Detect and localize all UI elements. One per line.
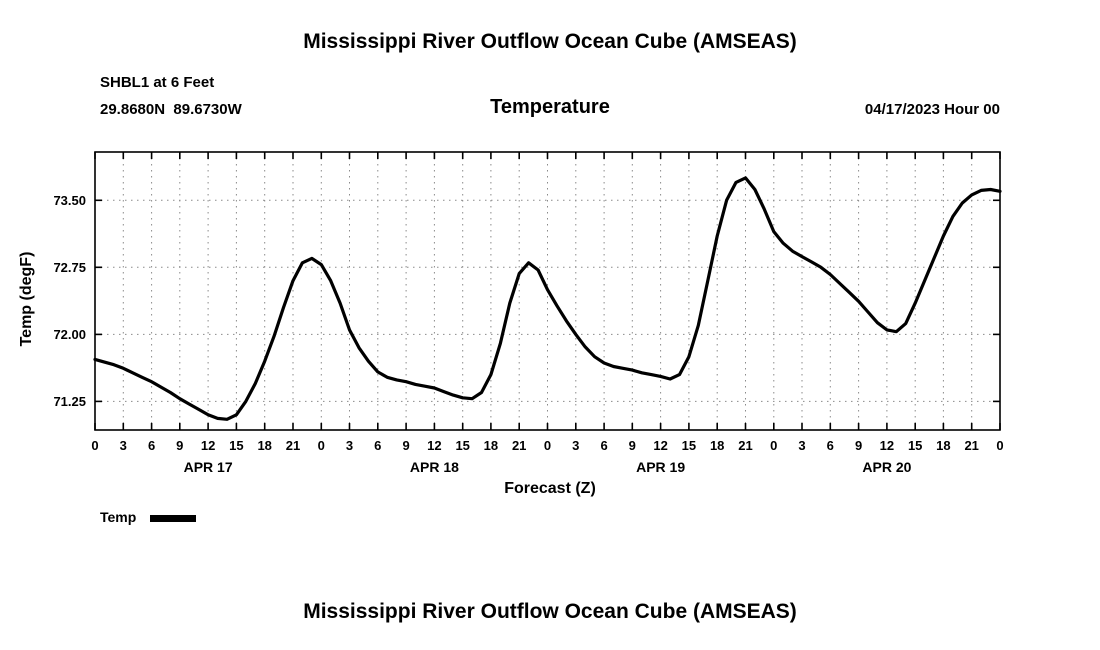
svg-text:9: 9 (402, 438, 409, 453)
x-axis-label: Forecast (Z) (504, 480, 596, 497)
svg-text:72.00: 72.00 (53, 327, 86, 342)
svg-text:12: 12 (427, 438, 441, 453)
svg-text:3: 3 (798, 438, 805, 453)
svg-text:21: 21 (286, 438, 300, 453)
legend: Temp (100, 509, 197, 525)
station-label: SHBL1 at 6 Feet (100, 74, 215, 91)
svg-text:15: 15 (455, 438, 469, 453)
svg-text:9: 9 (629, 438, 636, 453)
svg-text:6: 6 (374, 438, 381, 453)
svg-text:73.50: 73.50 (53, 193, 86, 208)
svg-text:18: 18 (710, 438, 724, 453)
svg-text:6: 6 (148, 438, 155, 453)
svg-text:3: 3 (346, 438, 353, 453)
svg-text:71.25: 71.25 (53, 394, 86, 409)
page-title: Mississippi River Outflow Ocean Cube (AM… (303, 30, 797, 53)
svg-text:12: 12 (653, 438, 667, 453)
svg-text:0: 0 (318, 438, 325, 453)
svg-text:3: 3 (120, 438, 127, 453)
legend-line-swatch (150, 514, 197, 522)
svg-text:0: 0 (91, 438, 98, 453)
svg-text:15: 15 (908, 438, 922, 453)
svg-text:21: 21 (738, 438, 752, 453)
svg-text:6: 6 (827, 438, 834, 453)
svg-text:21: 21 (512, 438, 526, 453)
svg-text:18: 18 (936, 438, 950, 453)
footer-title: Mississippi River Outflow Ocean Cube (AM… (303, 600, 797, 623)
svg-text:APR 19: APR 19 (636, 459, 685, 475)
svg-text:18: 18 (484, 438, 498, 453)
svg-text:0: 0 (770, 438, 777, 453)
svg-text:APR 18: APR 18 (410, 459, 459, 475)
svg-text:9: 9 (176, 438, 183, 453)
svg-text:15: 15 (229, 438, 243, 453)
coordinates-label: 29.8680N 89.6730W (100, 101, 242, 118)
svg-text:12: 12 (201, 438, 215, 453)
svg-text:0: 0 (544, 438, 551, 453)
svg-text:9: 9 (855, 438, 862, 453)
svg-text:12: 12 (880, 438, 894, 453)
svg-text:21: 21 (964, 438, 978, 453)
svg-text:18: 18 (257, 438, 271, 453)
svg-text:0: 0 (996, 438, 1003, 453)
temperature-line-chart: 0 3 6 9 12 15 18 21 0 3 6 9 12 15 18 21 0 3 6 9 12 15 18 21 0 3 6 9… (53, 151, 1004, 475)
svg-text:APR 17: APR 17 (184, 459, 233, 475)
legend-label: Temp (100, 509, 137, 525)
datetime-label: 04/17/2023 Hour 00 (864, 101, 1000, 118)
svg-text:72.75: 72.75 (53, 260, 86, 275)
svg-text:6: 6 (600, 438, 607, 453)
svg-text:3: 3 (572, 438, 579, 453)
svg-text:APR 20: APR 20 (862, 459, 911, 475)
plot-title: Temperature (490, 96, 610, 118)
svg-text:15: 15 (682, 438, 696, 453)
